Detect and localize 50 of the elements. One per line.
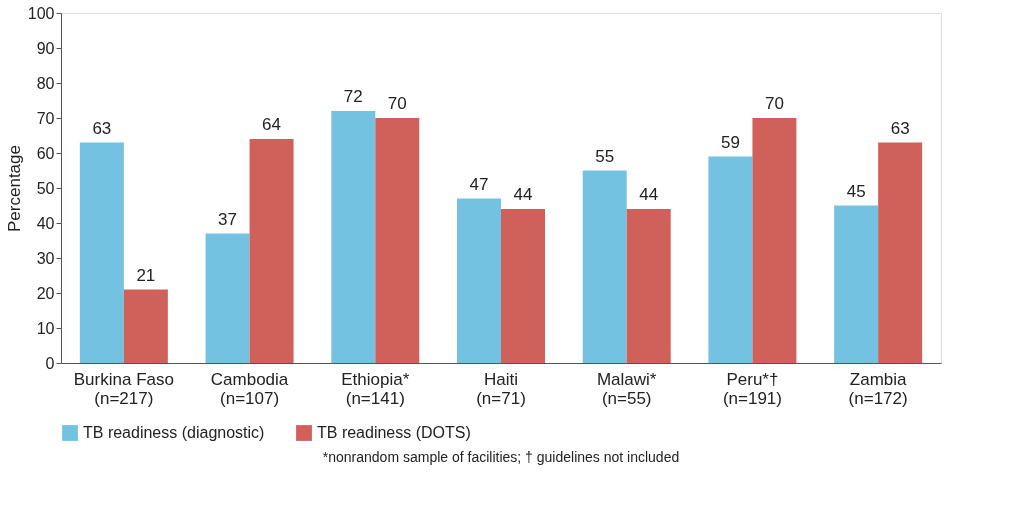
data-label: 59 — [720, 132, 740, 152]
data-label: 64 — [262, 115, 282, 134]
data-label: 37 — [218, 209, 238, 229]
y-tick-label: 90 — [36, 39, 55, 57]
data-label: 21 — [136, 265, 156, 285]
y-tick-label: 20 — [36, 284, 55, 302]
bar — [834, 205, 879, 363]
data-label: 72 — [343, 87, 363, 106]
bar — [79, 142, 124, 363]
data-label: 70 — [764, 94, 784, 113]
data-label: 47 — [469, 174, 489, 194]
x-tick-label: Burkina Faso (n=217) — [73, 369, 174, 408]
x-tick-label: Peru*† (n=191) — [722, 369, 782, 408]
bar — [626, 209, 671, 363]
y-tick-label: 0 — [45, 354, 55, 372]
text: *nonrandom sample of facilities; † guidelines not included — [322, 449, 680, 465]
y-tick-label: 60 — [36, 144, 55, 162]
y-tick-label: 100 — [27, 4, 55, 22]
legend-label: TB readiness (diagnostic) — [83, 424, 265, 441]
bar — [205, 233, 250, 363]
data-label: 63 — [890, 118, 910, 138]
x-tick-label: Haiti (n=71) — [476, 369, 526, 408]
y-tick-label: 40 — [36, 214, 55, 232]
bar — [501, 209, 545, 363]
bar — [582, 170, 627, 363]
bar — [752, 118, 797, 363]
data-label: 44 — [639, 185, 659, 204]
x-tick-label: Ethiopia* (n=141) — [341, 369, 410, 408]
x-tick-label: Malawi* (n=55) — [596, 369, 657, 408]
bar — [708, 156, 753, 363]
legend-label: TB readiness (DOTS) — [317, 424, 471, 441]
data-label: 45 — [846, 181, 866, 201]
bar — [249, 139, 294, 363]
data-label: 44 — [513, 185, 533, 204]
data-label: 63 — [92, 118, 112, 138]
data-label: 55 — [595, 146, 615, 166]
bar — [375, 118, 420, 363]
y-tick-label: 30 — [36, 249, 55, 267]
y-tick-label: 10 — [36, 319, 55, 337]
data-label: 70 — [387, 94, 407, 113]
x-tick-label: Zambia (n=172) — [848, 369, 908, 408]
y-tick-label: 70 — [36, 109, 55, 127]
x-tick-label: Cambodia (n=107) — [210, 369, 289, 408]
bar — [878, 142, 923, 363]
y-tick-label: 80 — [36, 74, 55, 92]
bar — [331, 111, 376, 363]
bar — [123, 289, 168, 363]
y-tick-label: 50 — [36, 179, 55, 197]
y-axis-title: Percentage — [4, 145, 24, 232]
bar — [457, 198, 501, 363]
